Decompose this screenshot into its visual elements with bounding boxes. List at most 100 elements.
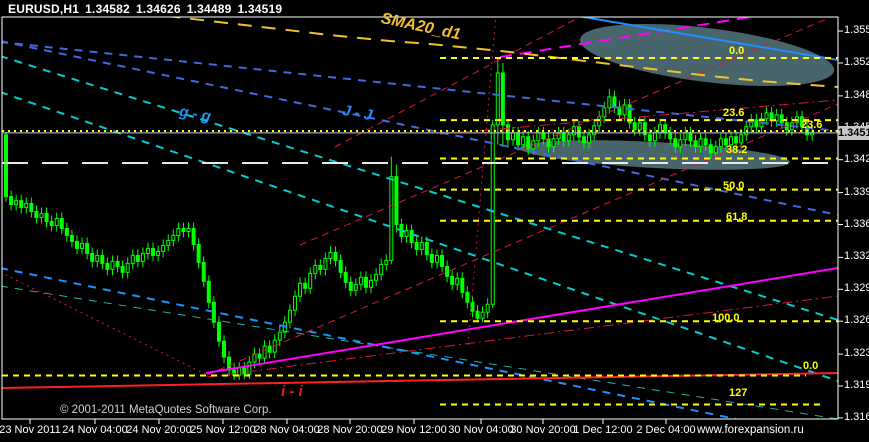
candle-body xyxy=(799,116,804,128)
candle-body xyxy=(85,242,90,254)
trendline-g-g[interactable] xyxy=(0,55,838,321)
candle-body xyxy=(262,345,267,359)
candle-body xyxy=(64,227,69,236)
fib-a-61.8-label: 61.8 xyxy=(726,211,748,223)
candle-body xyxy=(216,321,221,342)
candle-body xyxy=(384,259,389,265)
candle-body xyxy=(597,116,602,127)
chart-frame xyxy=(1,16,839,420)
trendline-blue-solid[interactable] xyxy=(495,2,838,61)
candle-body xyxy=(206,280,211,303)
candle-body xyxy=(74,240,79,249)
candle-body xyxy=(445,265,450,277)
candle-body xyxy=(485,303,490,313)
current-price-box: 1.34519 xyxy=(838,125,869,140)
candle-body xyxy=(298,282,303,297)
price-axis-label: 1.31660 xyxy=(844,410,869,423)
fib-a-50.0-label: 50.0 xyxy=(723,180,745,192)
candle-body xyxy=(181,227,186,232)
trendline-cyan-2[interactable] xyxy=(0,91,838,382)
candle-body xyxy=(358,276,363,285)
candle-body xyxy=(566,134,571,142)
plot-group xyxy=(0,1,838,419)
candle-body xyxy=(779,114,784,124)
trendline-red-flat-low[interactable] xyxy=(206,295,838,378)
trendline-red-flat-top[interactable] xyxy=(439,99,838,135)
candle-body xyxy=(303,282,308,289)
candle-body xyxy=(490,124,495,305)
ellipse-top[interactable] xyxy=(577,13,838,98)
title-close: 1.34519 xyxy=(237,2,283,16)
candle-body xyxy=(171,234,176,241)
fib-a-23.6-label: 23.6 xyxy=(723,107,745,119)
candle-body xyxy=(14,200,19,206)
trendline-red-down[interactable] xyxy=(0,272,208,376)
price-axis-label: 1.32950 xyxy=(844,282,869,295)
candle-body xyxy=(668,132,673,140)
candle-body xyxy=(642,122,647,136)
candle-body xyxy=(49,221,54,226)
label-i-i[interactable]: i - i xyxy=(281,383,303,400)
price-axis-label: 1.34250 xyxy=(844,152,869,165)
candle-body xyxy=(333,251,338,261)
watermark-text: www.forexpansion.ru xyxy=(697,424,804,436)
candle-body xyxy=(632,122,637,131)
candle-body xyxy=(90,252,95,262)
sma20-d1[interactable] xyxy=(95,6,838,88)
trendline-J-J[interactable] xyxy=(0,40,838,216)
time-axis-label: 28 Nov 04:00 xyxy=(254,424,320,436)
candle-body xyxy=(673,138,678,148)
candle-body xyxy=(663,124,668,134)
candle-body xyxy=(622,104,627,116)
candle-body xyxy=(191,227,196,245)
candle-body xyxy=(292,295,297,311)
trendline-cyan-3[interactable] xyxy=(0,285,838,419)
candle-body xyxy=(647,134,652,142)
candle-body xyxy=(516,132,521,146)
trendline-red-up-1[interactable] xyxy=(206,103,838,376)
candle-body xyxy=(475,310,480,319)
candle-body xyxy=(257,353,262,359)
candle-body xyxy=(526,136,531,150)
trendline-f1-blue[interactable] xyxy=(0,41,838,132)
candle-body xyxy=(546,138,551,148)
fib-b-127-label: 127 xyxy=(729,387,748,399)
candle-body xyxy=(389,176,394,261)
candle-body xyxy=(612,96,617,108)
candle-body xyxy=(313,264,318,274)
time-axis-label: 28 Nov 20:00 xyxy=(317,424,383,436)
trendline-magenta-dash[interactable] xyxy=(499,3,838,58)
price-axis-label: 1.32630 xyxy=(844,314,869,327)
candle-body xyxy=(440,254,445,267)
candle-body xyxy=(54,218,59,226)
title-symbol: EURUSD,H1 xyxy=(8,2,80,16)
candle-body xyxy=(44,213,49,223)
time-axis-label: 25 Nov 12:00 xyxy=(190,424,256,436)
price-axis-label: 1.33270 xyxy=(844,250,869,263)
candle-body xyxy=(698,138,703,148)
candle-body xyxy=(627,104,632,124)
candle-body xyxy=(115,260,120,267)
candle-body xyxy=(511,132,515,141)
candle-body xyxy=(59,218,64,229)
candle-body xyxy=(581,136,586,144)
candle-body xyxy=(424,241,429,255)
candle-body xyxy=(764,112,769,120)
price-axis-label: 1.35540 xyxy=(844,24,869,37)
time-axis-label: 2 Dec 04:00 xyxy=(636,424,696,436)
candle-body xyxy=(363,276,368,288)
candle-body xyxy=(465,291,470,303)
chart-title: EURUSD,H1 1.34582 1.34626 1.34489 1.34519 xyxy=(8,2,288,16)
candle-body xyxy=(323,257,328,270)
candle-body xyxy=(521,136,526,146)
trendline-red-up-2[interactable] xyxy=(334,1,610,148)
time-axis-label: 1 Dec 12:00 xyxy=(573,424,633,436)
candle-body xyxy=(287,309,292,323)
candle-body xyxy=(120,265,125,273)
trendline-dodger[interactable] xyxy=(0,267,737,419)
candle-body xyxy=(151,247,156,256)
candle-body xyxy=(637,122,642,131)
trendline-red-up-3[interactable] xyxy=(299,14,838,246)
candle-body xyxy=(409,229,414,243)
